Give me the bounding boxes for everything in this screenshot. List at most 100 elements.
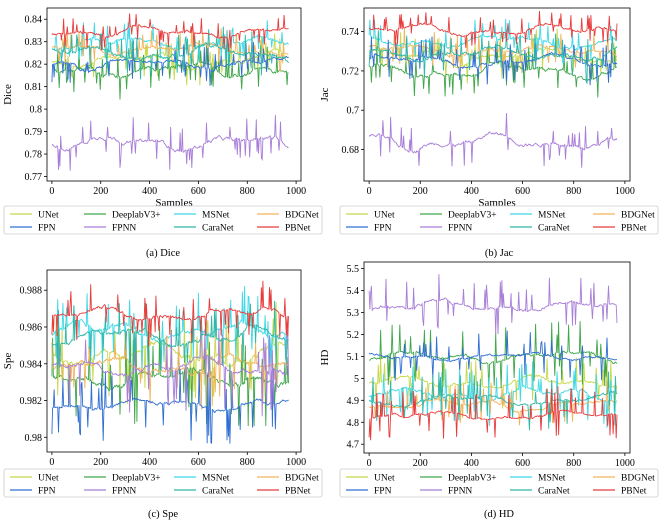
dice-legend-label-pbnet: PBNet bbox=[285, 224, 311, 234]
spe-line-pbnet bbox=[51, 280, 289, 346]
hd-line-fpn bbox=[368, 330, 618, 381]
spe-xtick-label: 200 bbox=[93, 457, 108, 468]
hd-legend-box bbox=[339, 468, 659, 498]
spe-ytick-label: 0.984 bbox=[20, 359, 43, 370]
dice-ytick-label: 0.8 bbox=[30, 105, 43, 116]
hd-series-group bbox=[368, 274, 618, 441]
jac-line-caranet bbox=[368, 29, 618, 85]
hd-ytick-label: 5.5 bbox=[347, 264, 360, 275]
jac-legend-label-caranet: CaraNet bbox=[538, 224, 570, 234]
dice-ylabel: Dice bbox=[2, 84, 14, 105]
spe-axes-frame bbox=[46, 269, 302, 453]
dice-series-group bbox=[51, 13, 289, 171]
jac-xtick-label: 600 bbox=[515, 186, 530, 197]
jac-caption: (b) Jac bbox=[485, 248, 514, 259]
spe-legend-label-msnet: MSNet bbox=[202, 474, 230, 484]
spe-ylabel: Spe bbox=[2, 353, 14, 370]
jac-xtick-label: 200 bbox=[413, 186, 428, 197]
spe-legend-box bbox=[3, 468, 323, 498]
dice-legend-label-deeplabv3: DeeplabV3+ bbox=[112, 211, 161, 221]
dice-legend-label-msnet: MSNet bbox=[202, 211, 230, 221]
dice-legend-label-bdgnet: BDGNet bbox=[285, 211, 319, 221]
jac-ytick-label: 0.74 bbox=[342, 27, 360, 38]
dice-legend-label-fpnn: FPNN bbox=[112, 224, 136, 234]
jac-legend-label-deeplabv3: DeeplabV3+ bbox=[448, 211, 497, 221]
dice-line-pbnet bbox=[51, 13, 289, 53]
dice-line-fpn bbox=[51, 40, 289, 86]
jac-line-bdgnet bbox=[368, 28, 618, 72]
spe-ytick-label: 0.98 bbox=[25, 433, 43, 444]
dice-xtick-label: 400 bbox=[142, 186, 157, 197]
jac-line-fpnn bbox=[368, 113, 618, 168]
jac-ytick-label: 0.7 bbox=[347, 106, 360, 117]
jac-legend-label-fpn: FPN bbox=[374, 224, 392, 234]
hd-legend-label-fpn: FPN bbox=[374, 487, 392, 497]
dice-ytick-label: 0.79 bbox=[25, 127, 43, 138]
spe-legend-label-fpn: FPN bbox=[38, 487, 56, 497]
hd-legend-label-caranet: CaraNet bbox=[538, 487, 570, 497]
spe-legend-label-caranet: CaraNet bbox=[202, 487, 234, 497]
dice-axes-frame bbox=[46, 7, 302, 182]
jac-line-msnet bbox=[368, 18, 618, 65]
dice-legend-label-caranet: CaraNet bbox=[202, 224, 234, 234]
jac-legend-label-pbnet: PBNet bbox=[621, 224, 647, 234]
dice-panel: 0 200 400 600 800 1000 0.77 0.78 0.79 0.8 0.81 0.82… bbox=[2, 7, 323, 259]
dice-line-deeplabv3 bbox=[51, 40, 289, 100]
dice-legend-label-unet: UNet bbox=[38, 211, 59, 221]
hd-legend-label-deeplabv3: DeeplabV3+ bbox=[448, 474, 497, 484]
dice-legend-label-fpn: FPN bbox=[38, 224, 56, 234]
jac-xtick-label: 1000 bbox=[615, 186, 635, 197]
dice-line-caranet bbox=[51, 26, 289, 80]
hd-ytick-label: 5.1 bbox=[347, 352, 360, 363]
hd-xtick-label: 400 bbox=[464, 458, 479, 469]
spe-line-fpnn bbox=[51, 315, 289, 417]
hd-xtick-label: 800 bbox=[566, 458, 581, 469]
spe-panel: 0 200 400 600 800 1000 0.98 0.982 0.984 0.986 0.98… bbox=[2, 269, 323, 520]
dice-line-fpnn bbox=[51, 115, 289, 171]
dice-caption: (a) Dice bbox=[146, 248, 180, 259]
hd-ytick-label: 5.2 bbox=[347, 330, 360, 341]
hd-ytick-label: 4.7 bbox=[347, 440, 360, 451]
jac-xtick-label: 800 bbox=[566, 186, 581, 197]
spe-ytick-label: 0.986 bbox=[20, 322, 43, 333]
spe-legend-label-pbnet: PBNet bbox=[285, 487, 311, 497]
spe-legend-label-bdgnet: BDGNet bbox=[285, 474, 319, 484]
hd-axes-frame bbox=[363, 261, 631, 454]
hd-legend-label-fpnn: FPNN bbox=[448, 487, 472, 497]
spe-line-bdgnet bbox=[51, 324, 289, 410]
hd-ytick-label: 4.8 bbox=[347, 418, 360, 429]
dice-xtick-label: 0 bbox=[49, 186, 54, 197]
dice-ytick-label: 0.78 bbox=[25, 150, 43, 161]
jac-ylabel: Jac bbox=[319, 87, 331, 101]
jac-axes-frame bbox=[363, 7, 631, 182]
dice-xtick-label: 1000 bbox=[286, 186, 306, 197]
hd-xtick-label: 0 bbox=[367, 458, 372, 469]
jac-line-pbnet bbox=[368, 10, 618, 48]
spe-xtick-label: 800 bbox=[240, 457, 255, 468]
hd-xtick-label: 600 bbox=[515, 458, 530, 469]
hd-caption: (d) HD bbox=[484, 509, 514, 520]
spe-legend-label-unet: UNet bbox=[38, 474, 59, 484]
jac-xtick-label: 400 bbox=[464, 186, 479, 197]
dice-legend-box bbox=[3, 205, 323, 235]
jac-ytick-label: 0.68 bbox=[342, 145, 360, 156]
jac-legend-label-unet: UNet bbox=[374, 211, 395, 221]
jac-xtick-label: 0 bbox=[367, 186, 372, 197]
dice-xtick-label: 600 bbox=[191, 186, 206, 197]
hd-ytick-label: 4.9 bbox=[347, 396, 360, 407]
hd-line-pbnet bbox=[368, 385, 618, 441]
jac-panel: 0 200 400 600 800 10000.680.70.720.74SamplesJ… bbox=[319, 7, 659, 259]
spe-ytick-label: 0.982 bbox=[20, 396, 43, 407]
spe-xtick-label: 600 bbox=[191, 457, 206, 468]
dice-ytick-label: 0.82 bbox=[25, 60, 43, 71]
spe-legend-label-fpnn: FPNN bbox=[112, 487, 136, 497]
spe-xtick-label: 0 bbox=[49, 457, 54, 468]
spe-legend-label-deeplabv3: DeeplabV3+ bbox=[112, 474, 161, 484]
spe-caption: (c) Spe bbox=[148, 509, 178, 520]
hd-ytick-label: 5.4 bbox=[347, 286, 360, 297]
jac-legend-box bbox=[339, 205, 659, 235]
dice-xtick-label: 800 bbox=[240, 186, 255, 197]
spe-ytick-label: 0.988 bbox=[20, 286, 43, 297]
dice-ytick-label: 0.84 bbox=[25, 15, 43, 26]
